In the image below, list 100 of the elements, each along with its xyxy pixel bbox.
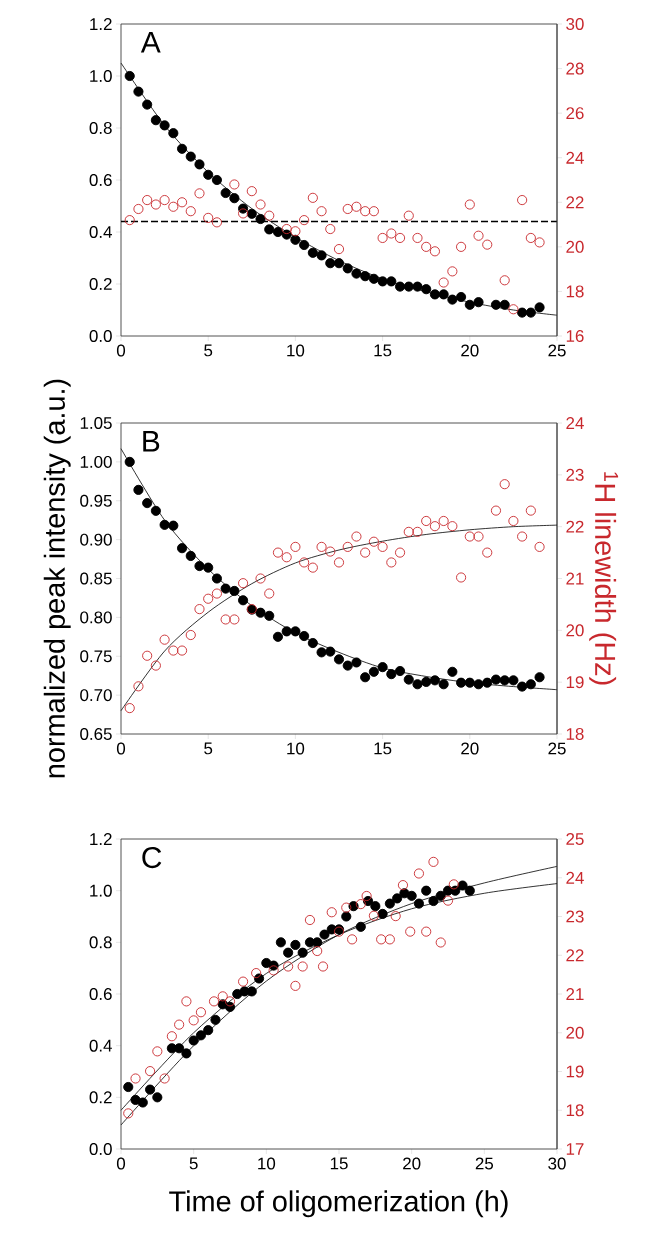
point <box>386 669 397 680</box>
point <box>229 193 240 204</box>
point <box>246 208 257 219</box>
y-tick-label: 0.4 <box>89 1039 112 1052</box>
point <box>429 675 440 686</box>
point <box>312 945 323 957</box>
point <box>304 914 315 926</box>
point <box>347 934 358 945</box>
point <box>525 679 536 690</box>
point <box>464 885 475 896</box>
point <box>220 614 231 625</box>
point <box>195 1007 206 1018</box>
point <box>442 895 454 906</box>
point <box>137 1097 148 1108</box>
x-tick-label: 5 <box>189 1157 198 1170</box>
point <box>268 965 279 976</box>
point <box>142 498 153 509</box>
point <box>482 547 493 558</box>
point <box>351 268 362 279</box>
point <box>194 604 205 615</box>
y-tick-label: 0.0 <box>89 1143 112 1156</box>
point <box>297 961 308 972</box>
point <box>195 1030 206 1041</box>
point <box>124 456 135 467</box>
point <box>517 531 528 542</box>
y-tick-label: 0.90 <box>80 533 112 546</box>
point <box>508 304 519 315</box>
y-tick-label: 0.80 <box>80 611 112 624</box>
point <box>421 926 432 937</box>
point <box>145 1084 156 1095</box>
point <box>333 244 345 255</box>
point <box>133 203 144 215</box>
point <box>464 199 475 210</box>
point <box>447 521 458 532</box>
point <box>325 546 336 557</box>
y2-tick-label: 25 <box>566 833 584 846</box>
point <box>386 557 397 568</box>
y2-tick-label: 22 <box>566 196 584 209</box>
point <box>429 289 440 300</box>
point <box>412 281 423 292</box>
point <box>203 562 214 573</box>
point <box>456 572 467 583</box>
point <box>351 201 362 212</box>
point <box>168 520 179 531</box>
point <box>351 657 362 668</box>
point <box>403 210 414 221</box>
line-series <box>120 62 558 316</box>
y2-tick-label: 21 <box>566 988 584 1000</box>
point <box>316 206 327 217</box>
point <box>473 297 484 308</box>
point <box>203 169 214 180</box>
point <box>150 199 161 210</box>
point <box>368 273 379 284</box>
y-tick-label: 1.2 <box>90 18 112 30</box>
point <box>208 996 220 1007</box>
point <box>255 199 266 210</box>
point <box>159 120 170 131</box>
point <box>220 583 231 594</box>
point <box>264 610 275 621</box>
point <box>534 302 545 313</box>
point <box>403 674 414 685</box>
point <box>413 868 424 879</box>
point <box>534 541 545 552</box>
point <box>435 890 446 901</box>
point <box>361 890 372 902</box>
point <box>421 885 432 896</box>
point <box>203 212 214 223</box>
point <box>447 266 458 277</box>
point <box>133 86 144 97</box>
point <box>403 281 414 292</box>
point <box>333 258 345 269</box>
point <box>534 237 545 248</box>
point <box>159 634 170 645</box>
point <box>142 650 153 661</box>
point <box>490 674 502 685</box>
point <box>395 281 406 292</box>
point <box>142 195 153 206</box>
point <box>473 679 484 690</box>
y-tick-label: 1.05 <box>80 417 112 430</box>
y-tick-label: 0.0 <box>89 330 112 343</box>
point <box>283 961 294 972</box>
point <box>299 557 310 568</box>
point <box>229 614 240 625</box>
point <box>368 206 379 217</box>
x-tick-label: 10 <box>258 1157 276 1170</box>
x-tick-label: 20 <box>461 344 479 357</box>
y-tick-label: 1.2 <box>90 833 112 845</box>
point <box>307 562 318 573</box>
point <box>384 934 395 945</box>
point <box>316 541 327 552</box>
y-axis-title: normalized peak intensity (a.u.) <box>43 379 71 778</box>
point <box>438 289 449 300</box>
x-axis-title: Time of oligomerization (h) <box>169 1190 508 1218</box>
point <box>307 247 318 258</box>
point <box>176 543 188 554</box>
point <box>421 241 432 252</box>
point <box>297 947 308 958</box>
point <box>185 206 196 217</box>
line-series <box>120 524 558 712</box>
point <box>238 208 249 219</box>
